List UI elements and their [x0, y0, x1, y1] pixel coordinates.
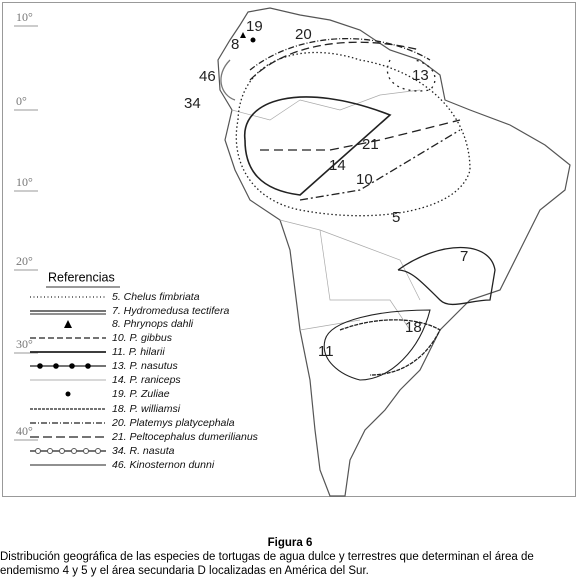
legend-entry: 19. P. Zuliae — [112, 388, 170, 400]
continent-outline — [217, 7, 571, 497]
legend-entry: 13. P. nasutus — [112, 360, 179, 372]
legend-symbol — [47, 448, 53, 454]
legend-symbol — [37, 363, 43, 369]
legend-symbol — [69, 363, 75, 369]
range-label: 10 — [356, 171, 373, 188]
range-label: 11 — [318, 343, 334, 360]
range-label: 14 — [329, 157, 346, 174]
legend-symbol — [64, 320, 72, 328]
range-lines — [220, 37, 496, 381]
legend-entry: 34. R. nasuta — [112, 445, 175, 457]
caption-text: Distribución geográfica de las especies … — [0, 551, 534, 577]
legend-entry: 7. Hydromedusa tectifera — [112, 305, 229, 317]
legend-entry: 8. Phrynops dahli — [112, 318, 194, 330]
legend-symbol — [59, 448, 65, 454]
latitude-label: 40° — [16, 424, 33, 438]
range-label: 13 — [412, 67, 429, 84]
map: 10° 0° 10° 20° 30° 40° 19 8 20 46 34 13 21 14 10 5 7 18 11… — [2, 2, 576, 497]
caption: Figura 6 Distribución geográfica de las … — [0, 536, 580, 578]
range-label: 7 — [460, 248, 468, 265]
legend-entry: 46. Kinosternon dunni — [112, 459, 215, 471]
range-label: 5 — [392, 209, 400, 226]
legend-symbol — [85, 363, 91, 369]
range-label: 8 — [231, 36, 239, 53]
latitude-label: 30° — [16, 337, 33, 351]
latitude-label: 10° — [16, 10, 33, 24]
range-label: 34 — [184, 95, 201, 112]
legend-entry: 5. Chelus fimbriata — [112, 291, 200, 303]
legend-symbol — [95, 448, 101, 454]
latitude-label: 20° — [16, 254, 33, 268]
range-label: 19 — [246, 18, 263, 35]
country-borders — [231, 89, 421, 331]
legend-entry: 10. P. gibbus — [112, 332, 173, 344]
range-label: 18 — [405, 319, 422, 336]
legend-symbol — [71, 448, 77, 454]
legend-entry: 20. Platemys platycephala — [111, 417, 235, 429]
legend-entry: 18. P. williamsi — [112, 403, 181, 415]
latitude-label: 0° — [16, 94, 27, 108]
latitude-label: 10° — [16, 175, 33, 189]
legend-symbol — [65, 391, 71, 397]
legend-entry: 21. Peltocephalus dumerilianus — [111, 431, 259, 443]
legend-entry: 14. P. raniceps — [112, 374, 181, 386]
range-label: 46 — [199, 68, 216, 85]
range-label: 21 — [362, 136, 379, 153]
legend-symbol — [53, 363, 59, 369]
caption-title: Figura 6 — [267, 537, 313, 549]
legend-symbol — [83, 448, 89, 454]
legend-title: Referencias — [48, 270, 115, 284]
range-label: 20 — [295, 26, 312, 43]
species-8-marker — [240, 32, 246, 38]
frame — [2, 2, 576, 497]
legend-entry: 11. P. hilarii — [112, 346, 165, 358]
species-19-marker — [250, 37, 256, 43]
legend-symbol — [35, 448, 41, 454]
